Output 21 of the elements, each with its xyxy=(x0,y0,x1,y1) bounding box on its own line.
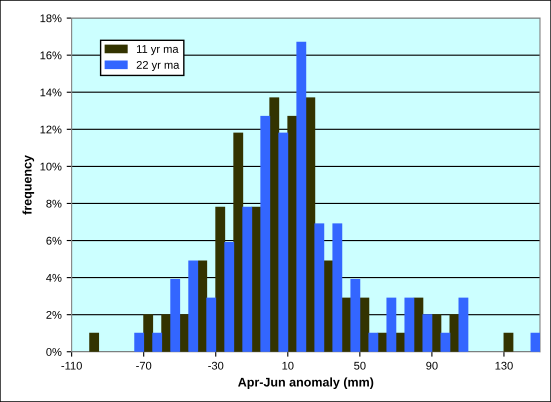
y-tick-label: 4% xyxy=(46,274,62,282)
x-tick-label: -110 xyxy=(61,362,82,370)
x-tick-label: -70 xyxy=(136,362,152,370)
x-tick-label: 130 xyxy=(496,362,513,370)
x-tick-label: -30 xyxy=(208,362,224,370)
y-tick-label: 8% xyxy=(46,200,62,208)
legend-label: 11 yr ma xyxy=(137,45,179,56)
y-tick-label: 10% xyxy=(40,162,62,171)
x-tick-label: 10 xyxy=(282,362,294,370)
y-tick-label: 16% xyxy=(40,51,62,60)
x-axis-title: Apr-Jun anomaly (mm) xyxy=(238,377,374,390)
y-tick-label: 12% xyxy=(40,126,62,134)
y-tick-label: 2% xyxy=(46,310,62,319)
y-tick-label: 0% xyxy=(46,348,62,356)
y-tick-label: 18% xyxy=(40,14,62,22)
x-tick-label: 90 xyxy=(426,362,438,370)
x-tick-label: 50 xyxy=(354,362,366,370)
y-tick-label: 14% xyxy=(40,88,62,96)
y-axis-title: frequency xyxy=(22,155,34,215)
y-tick-label: 6% xyxy=(46,236,62,245)
legend-label: 22 yr ma xyxy=(136,60,180,72)
